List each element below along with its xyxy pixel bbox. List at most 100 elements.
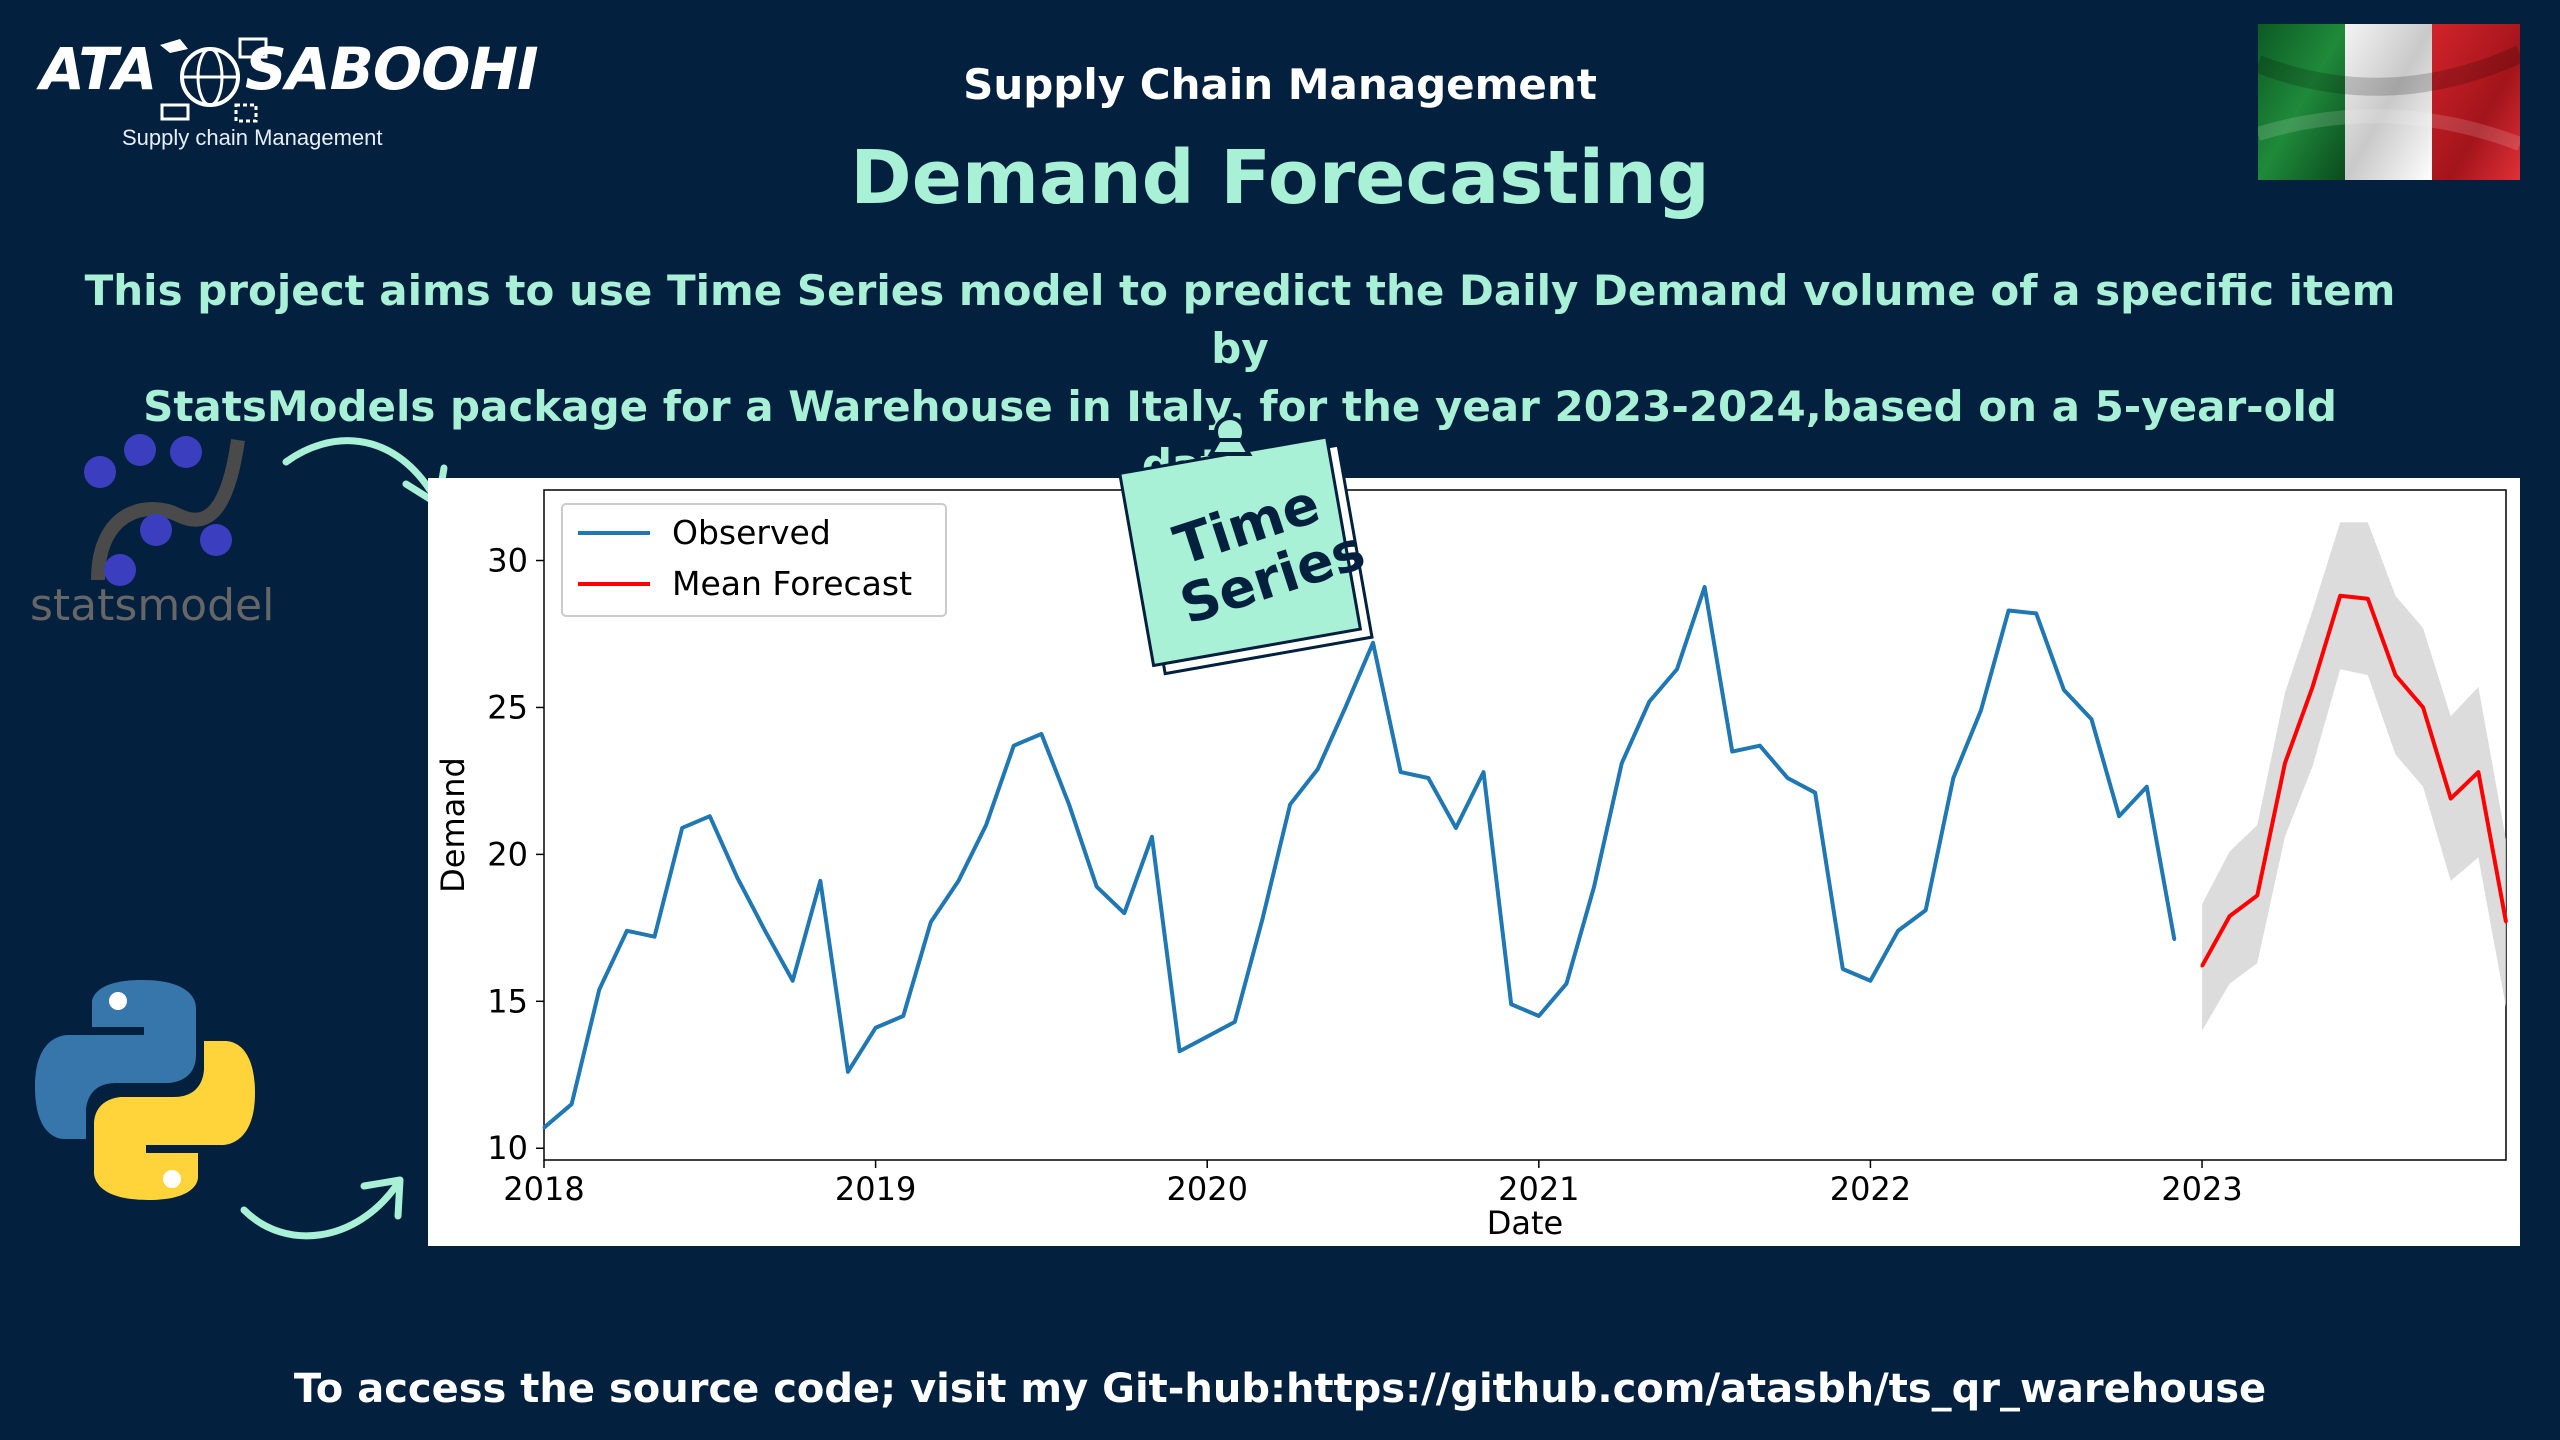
observed-point (846, 1070, 850, 1074)
forecast-point (2449, 797, 2453, 801)
observed-point (2034, 611, 2038, 615)
observed-point (1647, 700, 1651, 704)
brand-subtitle: Supply chain Management (122, 125, 383, 150)
forecast-point (2283, 761, 2287, 765)
page-title: Demand Forecasting (850, 135, 1710, 221)
forecast-point (2228, 914, 2232, 918)
x-tick-label: 2018 (503, 1170, 584, 1208)
observed-point (1730, 750, 1734, 754)
observed-point (1482, 770, 1486, 774)
x-tick-label: 2022 (1830, 1170, 1911, 1208)
observed-point (984, 823, 988, 827)
observed-point (653, 935, 657, 939)
globe-logistics-icon (160, 37, 268, 123)
observed-point (1924, 908, 1928, 912)
observed-point (874, 1026, 878, 1030)
y-tick-label: 25 (487, 688, 528, 726)
observed-point (1095, 885, 1099, 889)
brand-logo: ATA SABOOHI Supply chain Management (40, 25, 539, 165)
observed-point (708, 814, 712, 818)
observed-point (1288, 802, 1292, 806)
y-tick-label: 30 (487, 542, 528, 580)
forecast-point (2421, 705, 2425, 709)
time-series-sticker: Time Series (1117, 416, 1374, 676)
observed-point (957, 879, 961, 883)
header-kicker: Supply Chain Management (963, 60, 1597, 109)
observed-point (1620, 761, 1624, 765)
observed-point (1260, 917, 1264, 921)
forecast-point (2393, 673, 2397, 677)
x-tick-label: 2021 (1498, 1170, 1579, 1208)
x-tick-label: 2019 (835, 1170, 916, 1208)
observed-point (1786, 776, 1790, 780)
forecast-point (2311, 685, 2315, 689)
x-tick-label: 2020 (1166, 1170, 1247, 1208)
observed-point (1868, 979, 1872, 983)
observed-point (1813, 791, 1817, 795)
observed-point (818, 879, 822, 883)
description-line-1: This project aims to use Time Series mod… (84, 266, 2396, 373)
observed-point (1951, 776, 1955, 780)
observed-point (1703, 585, 1707, 589)
y-tick-label: 15 (487, 982, 528, 1020)
legend-entry-observed: Observed (672, 513, 831, 552)
legend-entry-forecast: Mean Forecast (672, 564, 912, 603)
observed-point (1399, 770, 1403, 774)
observed-point (1233, 1020, 1237, 1024)
series-line-observed (542, 584, 2177, 1130)
observed-point (1675, 667, 1679, 671)
observed-point (1896, 929, 1900, 933)
observed-point (735, 876, 739, 880)
observed-point (1371, 641, 1375, 645)
forecast-chart: 2018 2019 2020 2021 2022 2023 10 15 20 25 30 Date … (428, 478, 2520, 1246)
forecast-point (2476, 770, 2480, 774)
observed-point (570, 1102, 574, 1106)
observed-point (625, 929, 629, 933)
series-line-forecast (2200, 593, 2508, 968)
project-description: This project aims to use Time Series mod… (60, 262, 2420, 494)
observed-point (2172, 938, 2176, 942)
observed-point (2007, 608, 2011, 612)
y-tick-label: 20 (487, 835, 528, 873)
forecast-point (2255, 894, 2259, 898)
x-axis-label: Date (1487, 1204, 1563, 1242)
observed-point (680, 826, 684, 830)
observed-point (597, 988, 601, 992)
observed-point (1592, 885, 1596, 889)
observed-point (1537, 1014, 1541, 1018)
legend-box (561, 503, 947, 617)
observed-point (791, 979, 795, 983)
observed-point (2145, 785, 2149, 789)
observed-point (2117, 814, 2121, 818)
observed-point (1426, 776, 1430, 780)
observed-point (1509, 1002, 1513, 1006)
observed-point (1841, 967, 1845, 971)
forecast-point (2504, 920, 2508, 924)
observed-point (1564, 982, 1568, 986)
legend: Observed Mean Forecast (561, 503, 947, 617)
observed-point (1178, 1049, 1182, 1053)
python-logo-icon (35, 980, 256, 1200)
observed-point (1979, 708, 1983, 712)
observed-point (1012, 744, 1016, 748)
statsmodel-text: statsmodel (30, 580, 274, 631)
observed-point (901, 1014, 905, 1018)
observed-point (1316, 767, 1320, 771)
italy-flag-icon (2258, 24, 2520, 180)
observed-point (1039, 732, 1043, 736)
observed-point (2089, 717, 2093, 721)
statsmodel-logo-icon: statsmodel (30, 434, 274, 631)
observed-point (1150, 835, 1154, 839)
observed-point (1454, 826, 1458, 830)
y-tick-label: 10 (487, 1129, 528, 1167)
forecast-point (2200, 964, 2204, 968)
source-code-link[interactable]: To access the source code; visit my Git-… (293, 1366, 2267, 1412)
brand-right-word: SABOOHI (245, 35, 539, 103)
y-axis-label: Demand (434, 757, 472, 893)
observed-point (1067, 802, 1071, 806)
observed-point (542, 1126, 546, 1130)
forecast-point (2366, 597, 2370, 601)
observed-point (763, 929, 767, 933)
observed-point (1758, 744, 1762, 748)
